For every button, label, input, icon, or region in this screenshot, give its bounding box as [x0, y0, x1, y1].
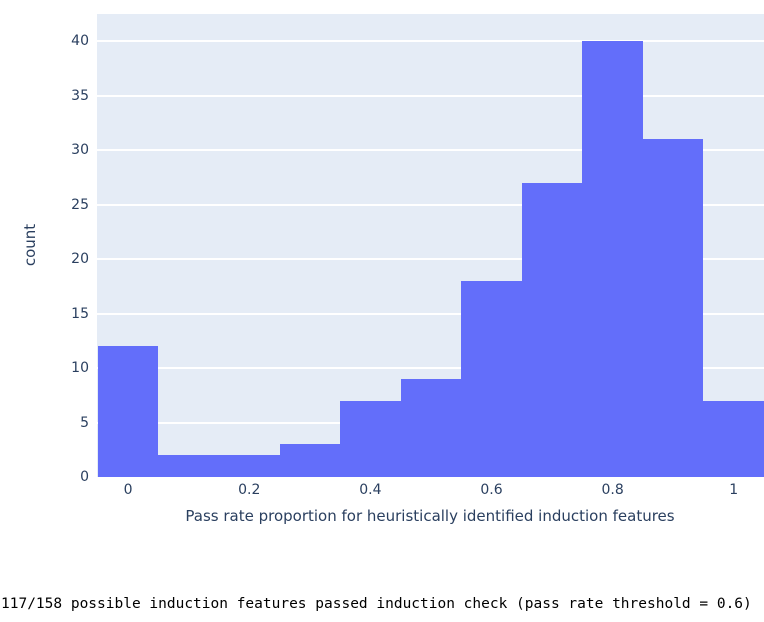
y-tick-label: 5	[80, 414, 89, 431]
histogram-bar	[521, 182, 583, 477]
summary-caption: 117/158 possible induction features pass…	[1, 596, 752, 612]
x-axis-title: Pass rate proportion for heuristically i…	[185, 507, 675, 525]
y-axis-title: count	[21, 223, 39, 267]
x-tick-label: 0.8	[601, 482, 624, 498]
gridline	[97, 203, 764, 206]
y-tick-label: 40	[71, 33, 89, 50]
gridline	[97, 367, 764, 370]
y-tick-label: 10	[71, 360, 89, 377]
histogram-bar	[218, 455, 280, 477]
plot-area	[97, 14, 764, 477]
histogram-bar	[340, 400, 401, 477]
x-tick-label: 0.6	[480, 482, 503, 498]
histogram-bar	[279, 444, 341, 477]
histogram-bar	[400, 378, 462, 477]
gridline	[97, 40, 764, 43]
y-tick-label: 20	[71, 251, 89, 268]
x-tick-label: 0.4	[359, 482, 382, 498]
x-tick-label: 0.2	[238, 482, 261, 498]
x-tick-label: 0	[123, 482, 133, 498]
histogram-bar	[97, 346, 159, 477]
histogram-bar	[703, 400, 764, 477]
gridline	[97, 312, 764, 315]
histogram-bar	[642, 139, 704, 477]
gridline	[97, 149, 764, 152]
histogram-bar	[158, 455, 219, 477]
x-tick-label: 1	[729, 482, 739, 498]
y-tick-label: 15	[71, 305, 89, 322]
gridline	[97, 258, 764, 261]
gridline	[97, 94, 764, 97]
y-tick-label: 25	[71, 196, 89, 213]
histogram-bar	[582, 41, 643, 477]
y-tick-label: 35	[71, 87, 89, 104]
histogram-bar	[461, 280, 522, 477]
y-tick-label: 0	[80, 469, 89, 485]
y-tick-label: 30	[71, 142, 89, 159]
